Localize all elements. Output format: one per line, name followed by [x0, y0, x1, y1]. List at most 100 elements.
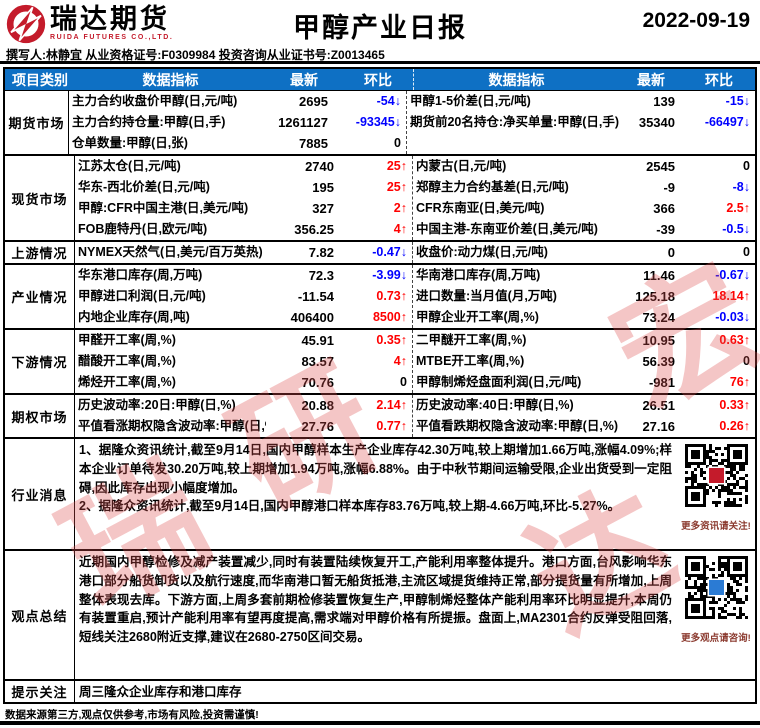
- change-cell: 0: [743, 354, 750, 368]
- right-column: 华南港口库存(周,万吨) 11.46 -0.67↓ 进口数量:当月值(月,万吨) 125…: [412, 265, 755, 328]
- latest-cell: 356.25: [294, 222, 334, 237]
- change-cell: 0: [394, 136, 401, 150]
- column-header-change-left: 环比: [364, 72, 392, 88]
- left-column: 江苏太仓(日,元/吨) 2740 25↑ 华东-西北价差(日,元/吨) 195 25↑ 甲醇…: [75, 156, 412, 240]
- latest-cell: 11.46: [643, 268, 675, 283]
- paragraph: 1、据隆众资讯统计,截至9月14日,国内甲醇样本生产企业库存42.30万吨,较上…: [79, 443, 672, 495]
- latest-cell: -11.54: [297, 289, 334, 304]
- latest-cell: 10.95: [642, 333, 675, 348]
- column-header-category: 项目类别: [12, 72, 68, 88]
- change-cell: 0.33↑: [719, 398, 750, 412]
- indicator-cell: MTBE开工率(周,%): [416, 354, 525, 368]
- change-cell: 8500↑: [372, 310, 407, 324]
- indicator-cell: 期货前20名持仓:净买单量:甲醇(日,手): [409, 115, 619, 129]
- masthead: 瑞达期货 RUIDA FUTURES CO.,LTD. 甲醇产业日报 2022-…: [0, 0, 760, 44]
- section-columns: 历史波动率:20日:甲醇(日,%) 20.88 2.14↑ 平值看涨期权隐含波动率:甲…: [75, 395, 755, 437]
- right-column: 甲醇1-5价差(日,元/吨) 139 -15↓ 期货前20名持仓:净买单量:甲醇(日,…: [405, 91, 755, 154]
- report-table: 项目类别 数据指标 最新 环比 数据指标 最新 环比 期货市场 主力合约收盘价甲醇…: [3, 67, 757, 704]
- section-columns: 主力合约收盘价甲醇(日,元/吨) 2695 -54↓ 主力合约持仓量:甲醇(日,手) 1…: [69, 91, 755, 154]
- latest-cell: 125.18: [635, 289, 675, 304]
- data-row: 甲醇企业开工率(周,%) 73.24 -0.03↓: [413, 307, 755, 328]
- data-row: 内蒙古(日,元/吨) 2545 0: [413, 156, 755, 177]
- change-cell: 0: [743, 245, 750, 259]
- latest-cell: 35340: [638, 115, 675, 130]
- latest-cell: 2545: [646, 159, 675, 174]
- data-row: 醋酸开工率(周,%) 83.57 4↑: [75, 351, 412, 372]
- section-columns: 甲醛开工率(周,%) 45.91 0.35↑ 醋酸开工率(周,%) 83.57 4↑ 烯烃开…: [75, 330, 755, 393]
- data-row: 华东港口库存(周,万吨) 72.3 -3.99↓: [75, 265, 412, 286]
- table-section: 上游情况 NYMEX天然气(日,美元/百万英热) 7.82 -0.47↓ 收盘价:动力煤…: [5, 240, 755, 263]
- qr-code-news-icon: [684, 444, 748, 507]
- data-row: MTBE开工率(周,%) 56.39 0: [413, 351, 755, 372]
- data-row: 甲醛开工率(周,%) 45.91 0.35↑: [75, 330, 412, 351]
- change-cell: 2.14↑: [376, 398, 407, 412]
- latest-cell: 1261127: [278, 115, 328, 130]
- change-cell: 0: [743, 159, 750, 173]
- right-column: 收盘价:动力煤(日,元/吨) 0 0: [412, 242, 755, 263]
- data-row: 平值看涨期权隐含波动率:甲醇(日,%) 27.76 0.77↑: [75, 416, 412, 437]
- indicator-cell: CFR东南亚(日,美元/吨): [416, 201, 545, 215]
- latest-cell: [619, 133, 683, 154]
- change-cell: -3.99↓: [372, 268, 407, 282]
- change-cell: 0.73↑: [376, 289, 407, 303]
- change-cell: 2↑: [393, 201, 407, 215]
- indicator-cell: 郑醇主力合约基差(日,元/吨): [416, 180, 569, 194]
- table-section: 期权市场 历史波动率:20日:甲醇(日,%) 20.88 2.14↑ 平值看涨期权隐含波…: [5, 393, 755, 437]
- indicator-cell: 华东-西北价差(日,元/吨): [78, 180, 210, 194]
- change-cell: 25↑: [386, 159, 407, 173]
- report-date: 2022-09-19: [642, 9, 750, 32]
- latest-cell: -9: [663, 180, 675, 195]
- qr-code-summary-icon: [684, 556, 748, 619]
- category-cell: 上游情况: [5, 242, 75, 263]
- data-row: 江苏太仓(日,元/吨) 2740 25↑: [75, 156, 412, 177]
- latest-cell: 0: [667, 245, 675, 260]
- indicator-cell: 主力合约持仓量:甲醇(日,手): [71, 115, 226, 129]
- category-cell: 现货市场: [5, 156, 75, 240]
- indicator-cell: 收盘价:动力煤(日,元/吨): [416, 245, 548, 259]
- indicator-cell: 甲醇企业开工率(周,%): [416, 310, 539, 324]
- table-header-row: 项目类别 数据指标 最新 环比 数据指标 最新 环比: [5, 69, 755, 91]
- data-row: 甲醇:CFR中国主港(日,美元/吨) 327 2↑: [75, 198, 412, 219]
- logo-company-name-en: RUIDA FUTURES CO.,LTD.: [50, 34, 174, 41]
- latest-cell: 73.24: [642, 310, 675, 325]
- section-columns: NYMEX天然气(日,美元/百万英热) 7.82 -0.47↓ 收盘价:动力煤(日,元…: [75, 242, 755, 263]
- indicator-cell: [407, 133, 619, 154]
- change-cell: -0.47↓: [372, 245, 407, 259]
- data-row: 甲醇1-5价差(日,元/吨) 139 -15↓: [407, 91, 755, 112]
- indicator-cell: NYMEX天然气(日,美元/百万英热): [78, 245, 263, 259]
- indicator-cell: 内蒙古(日,元/吨): [416, 159, 507, 173]
- viewpoint-summary-section: 观点总结 近期国内甲醇检修及减产装置减少,同时有装置陆续恢复开工,产能利用率整体…: [5, 549, 755, 679]
- change-cell: 0: [400, 375, 407, 389]
- latest-cell: 27.16: [642, 419, 675, 434]
- latest-cell: -981: [648, 375, 675, 390]
- indicator-cell: 醋酸开工率(周,%): [78, 354, 176, 368]
- latest-cell: 26.51: [642, 398, 675, 413]
- data-row: 进口数量:当月值(月,万吨) 125.18 18.14↑: [413, 286, 755, 307]
- right-column: 二甲醚开工率(周,%) 10.95 0.63↑ MTBE开工率(周,%) 56.39 0 甲…: [412, 330, 755, 393]
- latest-cell: 27.76: [301, 419, 334, 434]
- change-cell: 2.5↑: [726, 201, 750, 215]
- latest-cell: 2695: [299, 94, 328, 109]
- change-cell: 18.14↑: [712, 289, 750, 303]
- change-cell: -54↓: [376, 94, 401, 108]
- latest-cell: 7885: [299, 136, 328, 151]
- section-columns: 江苏太仓(日,元/吨) 2740 25↑ 华东-西北价差(日,元/吨) 195 25↑ 甲醇…: [75, 156, 755, 240]
- logo-company-name: 瑞达期货: [50, 4, 170, 34]
- ruida-logo-icon: [6, 4, 46, 49]
- latest-cell: -39: [656, 222, 675, 237]
- indicator-cell: 甲醇1-5价差(日,元/吨): [409, 94, 531, 108]
- indicator-cell: 华东港口库存(周,万吨): [78, 268, 203, 282]
- column-header-change-right: 环比: [705, 72, 733, 88]
- latest-cell: 20.88: [301, 398, 334, 413]
- header-divider: [0, 61, 760, 64]
- latest-cell: 83.57: [301, 354, 334, 369]
- latest-cell: 2740: [305, 159, 334, 174]
- watch-section: 提示关注 周三隆众企业库存和港口库存: [5, 679, 755, 702]
- left-column: NYMEX天然气(日,美元/百万英热) 7.82 -0.47↓: [75, 242, 412, 263]
- right-column: 内蒙古(日,元/吨) 2545 0 郑醇主力合约基差(日,元/吨) -9 -8↓ CFR东南…: [412, 156, 755, 240]
- data-row: FOB鹿特丹(日,欧元/吨) 356.25 4↑: [75, 219, 412, 240]
- left-column: 历史波动率:20日:甲醇(日,%) 20.88 2.14↑ 平值看涨期权隐含波动率:甲…: [75, 395, 412, 437]
- latest-cell: 195: [312, 180, 334, 195]
- data-row: 华东-西北价差(日,元/吨) 195 25↑: [75, 177, 412, 198]
